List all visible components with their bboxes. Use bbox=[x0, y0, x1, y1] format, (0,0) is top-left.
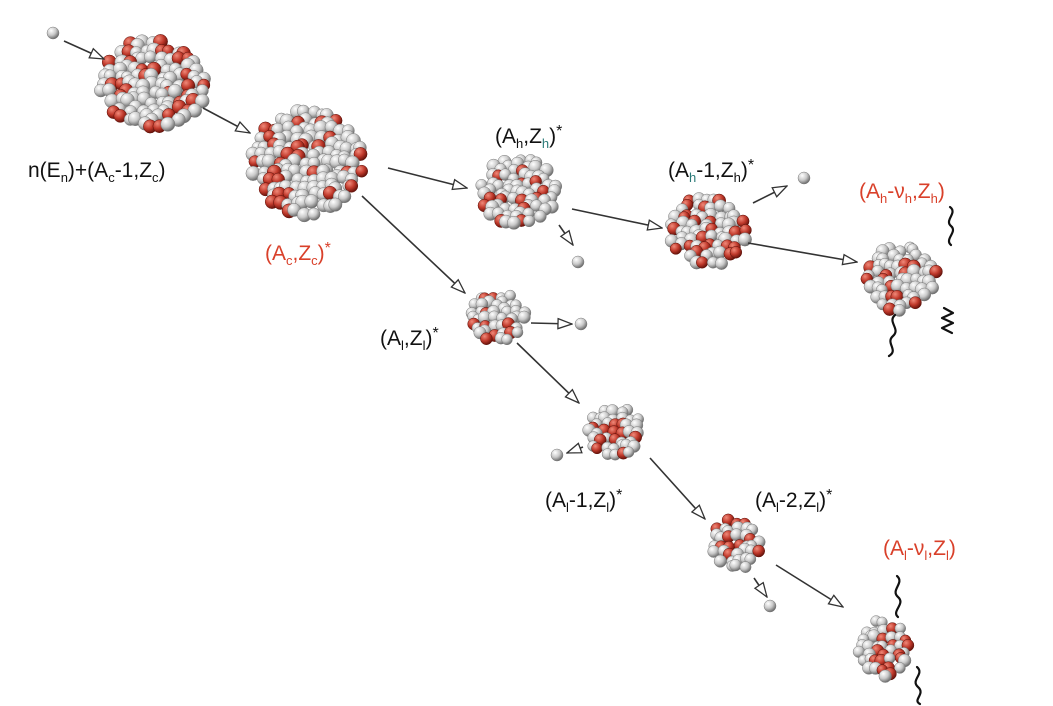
light-final-nucleus bbox=[852, 615, 915, 683]
heavy-minus-one-nucleus bbox=[664, 192, 752, 270]
arrow-to-light bbox=[361, 195, 465, 293]
arrow-heavy-neutron bbox=[558, 224, 573, 245]
heavy-fragment-label: (Ah,Zh)* bbox=[495, 123, 563, 151]
arrow-l1-to-l2 bbox=[649, 457, 705, 519]
arrow-to-compound bbox=[202, 107, 250, 133]
heavy-minus-one-label: (Ah-1,Zh)* bbox=[668, 157, 755, 185]
arrow-l2-to-final bbox=[775, 564, 843, 607]
arrow-h1-to-final bbox=[747, 242, 857, 262]
compound-state-label: n(En)+(Ac-1,Zc) bbox=[28, 159, 166, 185]
emitted-neutron-light bbox=[574, 317, 588, 331]
compound-nucleus bbox=[245, 104, 368, 223]
target-nucleus bbox=[94, 34, 211, 134]
heavy-final-label: (Ah-νh,Zh) bbox=[859, 180, 945, 206]
light-minus-two-nucleus bbox=[707, 513, 766, 573]
light-final-label: (Al-νl,Zl) bbox=[883, 537, 956, 563]
arrow-light-neutron bbox=[530, 323, 572, 324]
arrow-l1-neutron bbox=[567, 447, 584, 454]
emitted-neutron-l2 bbox=[763, 599, 777, 613]
emitted-neutron-h1 bbox=[797, 171, 811, 185]
arrow-l2-neutron bbox=[753, 577, 767, 597]
light-fragment-label: (Al,Zl)* bbox=[380, 325, 439, 353]
arrow-h1-neutron bbox=[752, 186, 787, 204]
arrow-heavy-to-h1 bbox=[571, 208, 662, 228]
gamma-ray-heavy-bottom-left bbox=[887, 313, 897, 358]
gamma-ray-heavy-bottom-right bbox=[940, 306, 955, 335]
incoming-neutron bbox=[46, 26, 60, 40]
heavy-fragment-nucleus bbox=[475, 154, 563, 230]
gamma-ray-light-bottom bbox=[914, 665, 922, 706]
light-fragment-nucleus bbox=[465, 289, 532, 346]
emitted-neutron-l1 bbox=[550, 448, 564, 462]
arrow-neutron-in bbox=[63, 40, 104, 59]
compound-nucleus-label: (Ac,Zc)* bbox=[265, 240, 331, 268]
light-minus-one-label: (Al-1,Zl)* bbox=[545, 487, 623, 515]
arrow-light-to-l1 bbox=[516, 342, 579, 403]
gamma-ray-light-top bbox=[894, 574, 902, 619]
light-minus-one-nucleus bbox=[582, 403, 644, 461]
heavy-final-nucleus bbox=[860, 241, 943, 317]
arrow-to-heavy bbox=[387, 167, 467, 188]
emitted-neutron-heavy bbox=[571, 255, 585, 269]
gamma-ray-heavy-top bbox=[947, 205, 955, 247]
light-minus-two-label: (Al-2,Zl)* bbox=[755, 487, 833, 515]
